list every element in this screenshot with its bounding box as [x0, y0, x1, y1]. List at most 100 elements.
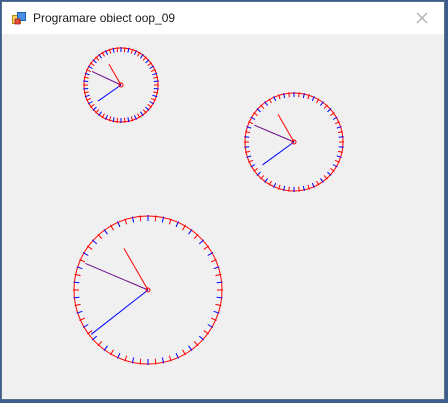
tick-mark: [250, 164, 256, 168]
tick-mark: [98, 111, 103, 117]
tick-mark: [248, 159, 254, 163]
tick-mark: [175, 221, 179, 228]
tick-mark: [105, 50, 109, 56]
center-pin: [291, 139, 297, 145]
tick-mark: [246, 126, 252, 129]
tick-mark: [307, 94, 310, 100]
tick-mark: [139, 215, 142, 222]
clock-small: [83, 47, 159, 123]
tick-mark: [117, 221, 121, 228]
tick-mark: [84, 94, 90, 98]
tick-mark: [320, 101, 324, 106]
tick-mark: [273, 96, 277, 102]
tick-mark: [193, 233, 199, 240]
tick-mark: [210, 317, 217, 321]
tick-mark: [273, 182, 277, 188]
tick-mark: [260, 175, 265, 180]
tick-mark: [73, 281, 80, 284]
hour-hand: [277, 114, 295, 143]
tick-mark: [147, 103, 153, 108]
tick-mark: [320, 178, 324, 183]
tick-mark: [327, 108, 332, 113]
tick-mark: [216, 281, 223, 284]
tick-mark: [124, 355, 128, 362]
tick-mark: [161, 216, 165, 223]
tick-mark: [79, 259, 86, 263]
tick-mark: [95, 56, 100, 61]
tick-mark: [83, 76, 89, 79]
tick-mark: [123, 117, 126, 123]
tick-mark: [153, 91, 159, 94]
tick-mark: [152, 94, 158, 98]
tick-mark: [91, 335, 98, 341]
hour-hand: [108, 63, 122, 86]
tick-mark: [124, 218, 128, 225]
tick-mark: [83, 87, 89, 90]
tick-mark: [110, 224, 114, 231]
tick-mark: [147, 62, 153, 67]
tick-mark: [283, 185, 286, 192]
tick-mark: [256, 171, 261, 176]
tick-mark: [150, 97, 156, 101]
tick-mark: [256, 108, 261, 113]
tick-mark: [161, 357, 165, 364]
tick-mark: [264, 101, 268, 106]
tick-mark: [332, 116, 338, 120]
tick-mark: [337, 150, 344, 153]
tick-mark: [117, 352, 121, 359]
second-hand: [90, 289, 149, 335]
tick-mark: [168, 355, 172, 362]
tick-mark: [92, 59, 97, 64]
tick-mark: [182, 349, 186, 356]
tick-mark: [130, 48, 134, 54]
tick-mark: [244, 131, 251, 134]
tick-mark: [82, 252, 89, 256]
tick-mark: [154, 215, 157, 222]
tick-mark: [145, 59, 150, 64]
tick-mark: [145, 106, 150, 111]
title-bar[interactable]: Programare obiect oop_09: [2, 2, 444, 34]
tick-mark: [130, 116, 134, 122]
tick-mark: [336, 155, 342, 158]
tick-mark: [89, 62, 95, 67]
tick-mark: [150, 69, 156, 73]
tick-mark: [149, 101, 155, 105]
tick-mark: [139, 53, 144, 59]
tick-mark: [207, 252, 214, 256]
tick-mark: [101, 51, 105, 57]
tick-mark: [298, 186, 300, 192]
tick-mark: [133, 114, 137, 120]
tick-mark: [89, 103, 95, 108]
tick-mark: [137, 51, 141, 57]
tick-mark: [207, 324, 214, 328]
tick-mark: [95, 109, 100, 114]
minute-hand: [254, 124, 295, 143]
tick-mark: [82, 324, 89, 328]
minute-hand: [85, 262, 149, 291]
tick-mark: [87, 101, 93, 105]
tick-mark: [87, 65, 93, 69]
center-pin: [145, 287, 151, 293]
tick-mark: [133, 50, 137, 56]
tick-mark: [74, 303, 81, 307]
tick-mark: [98, 53, 103, 59]
second-hand: [97, 84, 122, 102]
tick-mark: [330, 168, 335, 172]
tick-mark: [112, 47, 115, 53]
center-pin: [118, 82, 124, 88]
tick-mark: [323, 104, 328, 109]
tick-mark: [139, 111, 144, 117]
tick-mark: [332, 164, 338, 168]
tick-mark: [73, 296, 80, 299]
tick-mark: [210, 259, 217, 263]
tick-mark: [298, 92, 300, 98]
tick-mark: [250, 116, 256, 120]
tick-mark: [74, 273, 81, 277]
tick-mark: [316, 98, 320, 104]
hour-hand: [123, 248, 149, 291]
close-button[interactable]: [400, 2, 444, 34]
tick-mark: [149, 65, 155, 69]
tick-mark: [97, 340, 103, 347]
minute-hand: [91, 71, 122, 86]
